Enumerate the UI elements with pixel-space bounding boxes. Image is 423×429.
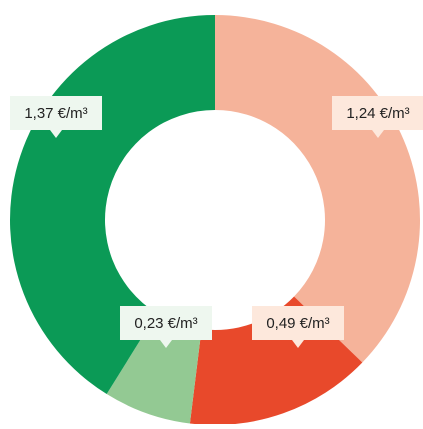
label-box — [120, 306, 212, 340]
value-label-text: 1,37 €/m³ — [24, 105, 87, 122]
value-label-text: 0,49 €/m³ — [266, 315, 329, 332]
label-pointer — [292, 340, 304, 348]
label-pointer — [372, 130, 384, 138]
label-box — [10, 96, 102, 130]
value-label-text: 0,23 €/m³ — [134, 315, 197, 332]
value-label: 1,24 €/m³ — [332, 96, 423, 138]
value-label: 0,49 €/m³ — [252, 306, 344, 348]
value-label: 0,23 €/m³ — [120, 306, 212, 348]
label-pointer — [50, 130, 62, 138]
value-label: 1,37 €/m³ — [10, 96, 102, 138]
label-pointer — [160, 340, 172, 348]
label-box — [332, 96, 423, 130]
label-box — [252, 306, 344, 340]
value-label-text: 1,24 €/m³ — [346, 105, 409, 122]
donut-slice — [106, 313, 202, 424]
